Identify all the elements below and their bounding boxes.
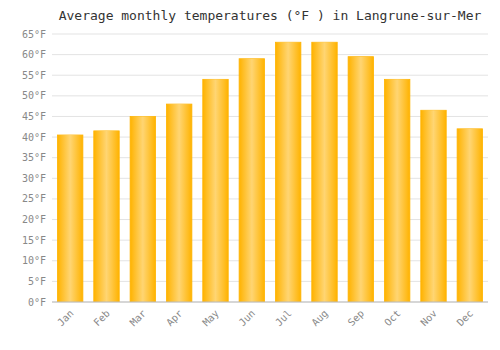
y-tick-label: 50°F: [22, 90, 46, 101]
x-axis-line: [52, 302, 488, 303]
bar: [457, 129, 482, 302]
grid-line: [52, 54, 488, 55]
bar: [239, 59, 264, 302]
y-tick-labels: 0°F 5°F 10°F 15°F 20°F 25°F 30°F 35°F 40°F 45°F 50…: [22, 29, 46, 308]
bar: [421, 110, 446, 302]
bar-group: [421, 110, 446, 302]
bar-highlight: [239, 59, 264, 302]
bar-highlight: [130, 116, 155, 302]
bar-group: [457, 129, 482, 302]
bar-highlight: [348, 57, 373, 302]
bar-group: [130, 116, 155, 302]
bar: [312, 42, 337, 302]
x-tick-label: Nov: [418, 308, 439, 329]
x-tick-label: Mar: [128, 308, 149, 329]
x-tick-label: Jun: [237, 308, 258, 329]
bar: [384, 79, 409, 302]
bar-group: [57, 135, 82, 302]
grid: [52, 34, 488, 302]
bar-group: [166, 104, 191, 302]
bar-highlight: [457, 129, 482, 302]
y-tick-label: 25°F: [22, 193, 46, 204]
bar-highlight: [384, 79, 409, 302]
title: Average monthly temperatures (°F ) in La…: [59, 8, 482, 23]
grid-line: [52, 302, 488, 303]
x-tick-label: Jul: [273, 308, 294, 329]
bar-group: [94, 131, 119, 302]
y-tick-label: 45°F: [22, 111, 46, 122]
y-tick-label: 15°F: [22, 235, 46, 246]
y-tick-label: 60°F: [22, 49, 46, 60]
x-tick-label: Sep: [346, 308, 367, 329]
y-tick-label: 35°F: [22, 152, 46, 163]
bar-highlight: [166, 104, 191, 302]
bar: [57, 135, 82, 302]
bar-group: [239, 59, 264, 302]
x-tick-label: Dec: [455, 308, 476, 329]
bar: [348, 57, 373, 302]
x-tick-labels: Jan Feb Mar Apr May Jun Jul Aug Sep Oct Nov Dec: [55, 308, 475, 329]
bar-group: [203, 79, 228, 302]
bar: [94, 131, 119, 302]
grid-line: [52, 34, 488, 35]
y-tick-label: 20°F: [22, 214, 46, 225]
x-tick-label: Jan: [55, 308, 76, 329]
y-tick-label: 5°F: [28, 276, 46, 287]
bar-highlight: [94, 131, 119, 302]
bar-group: [384, 79, 409, 302]
bar: [130, 116, 155, 302]
bar: [203, 79, 228, 302]
x-tick-label: Apr: [164, 308, 185, 329]
bars: [57, 42, 482, 302]
bar-highlight: [275, 42, 300, 302]
y-tick-label: 40°F: [22, 132, 46, 143]
x-tick-label: Oct: [382, 308, 403, 329]
y-tick-label: 30°F: [22, 173, 46, 184]
chart: Average monthly temperatures (°F ) in La…: [0, 0, 500, 350]
y-tick-label: 65°F: [22, 29, 46, 40]
y-tick-label: 55°F: [22, 70, 46, 81]
x-tick-label: Feb: [91, 308, 112, 329]
bar-group: [275, 42, 300, 302]
bar-group: [312, 42, 337, 302]
bar-group: [348, 57, 373, 302]
bar: [166, 104, 191, 302]
grid-line: [52, 75, 488, 76]
bar: [275, 42, 300, 302]
grid-line: [52, 95, 488, 96]
y-tick-label: 10°F: [22, 255, 46, 266]
bar-highlight: [57, 135, 82, 302]
x-tick-label: May: [200, 308, 221, 329]
bar-highlight: [203, 79, 228, 302]
bar-highlight: [421, 110, 446, 302]
bar-highlight: [312, 42, 337, 302]
x-tick-label: Aug: [309, 308, 330, 329]
y-tick-label: 0°F: [28, 297, 46, 308]
